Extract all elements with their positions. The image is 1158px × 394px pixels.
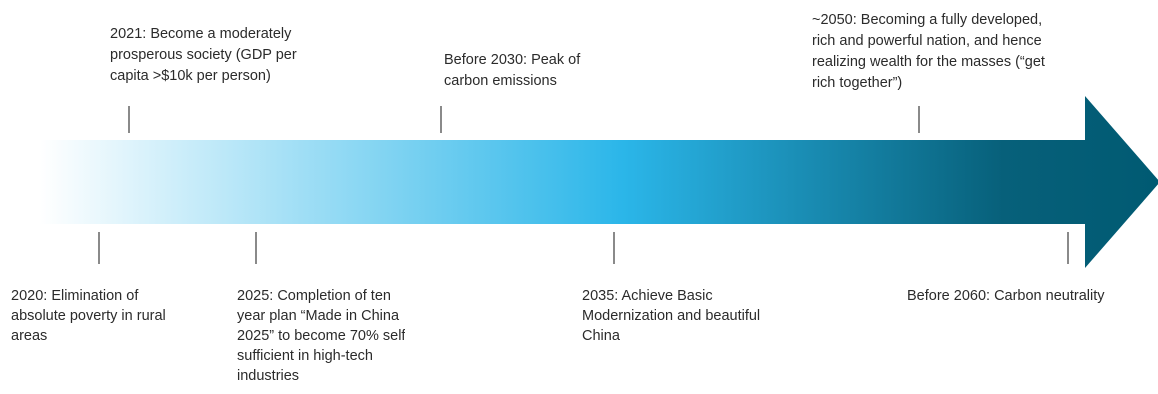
tick-2060 [1067, 232, 1069, 264]
milestone-label-2060: Before 2060: Carbon neutrality [907, 288, 1105, 304]
tick-2050 [918, 106, 920, 133]
milestone-label-2021: 2021: Become a moderately prosperous soc… [110, 26, 297, 84]
arrow-shape [40, 96, 1158, 268]
milestone-label-2050: ~2050: Becoming a fully developed, rich … [812, 12, 1045, 91]
milestone-label-2035: 2035: Achieve Basic Modernization and be… [582, 288, 761, 344]
tick-2020 [98, 232, 100, 264]
tick-2021 [128, 106, 130, 133]
milestone-label-2030: Before 2030: Peak of carbon emissions [444, 52, 581, 89]
tick-2025 [255, 232, 257, 264]
milestone-label-2025: 2025: Completion of ten year plan “Made … [237, 288, 406, 384]
tick-2030 [440, 106, 442, 133]
milestone-label-2020: 2020: Elimination of absolute poverty in… [11, 288, 166, 344]
tick-2035 [613, 232, 615, 264]
